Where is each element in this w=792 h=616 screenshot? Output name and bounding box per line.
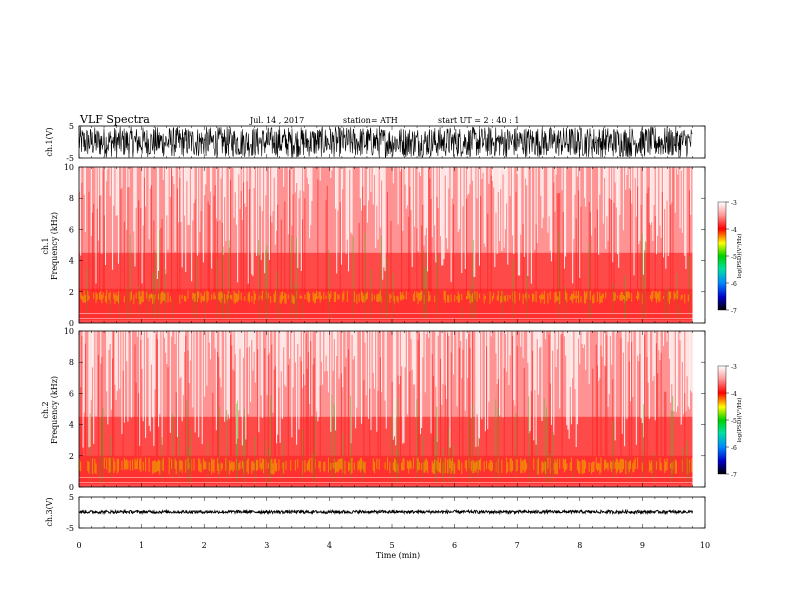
x-tick-label: 1 — [139, 541, 144, 550]
ch2-spectrogram-panel: 0 2 4 6 8 10 — [64, 327, 706, 492]
ch1-waveform-ytick-label: 5 — [69, 122, 74, 131]
ch1-waveform-ylabel: ch.1(V) — [45, 127, 54, 156]
ch2-spectrogram-ytick-label: 10 — [64, 327, 74, 336]
x-tick-label: 8 — [577, 541, 582, 550]
ch2-spectrogram-colorbar-tick-label: -3 — [731, 364, 737, 371]
ch2-spectrogram-ytick-label: 8 — [69, 358, 74, 367]
ch3-waveform-ytick-label: -5 — [66, 524, 74, 533]
x-tick-label: 10 — [700, 541, 710, 550]
ch1-spectrogram-colorbar-gradient — [717, 201, 727, 311]
ch1-spectrogram-colorbar-tick-label: -7 — [731, 308, 737, 315]
ch3-waveform-trace — [78, 508, 693, 516]
ch2-colorbar: -3 -4 -5 -6 -7 log(PSD)(V²/Hz) — [717, 364, 743, 479]
ch2-spectrogram-ytick-label: 0 — [69, 483, 74, 492]
ch2-spectrogram-ytick-label: 4 — [69, 421, 74, 430]
ch2-spectrogram-colorbar-tick-label: -7 — [731, 472, 737, 479]
ch2-spectrogram-colorbar-tick-label: -4 — [731, 391, 737, 398]
x-tick-label: 3 — [264, 541, 269, 550]
ch1-spectrogram-colorbar-label: log(PSD)(V²/Hz) — [736, 234, 743, 279]
x-tick-label: 6 — [452, 541, 457, 550]
date-label: Jul. 14 , 2017 — [249, 116, 304, 125]
ch1-spectrogram-ytick-label: 2 — [69, 288, 74, 297]
x-tick-label: 4 — [327, 541, 332, 550]
ch2-spectrogram-red-streaks — [80, 331, 686, 456]
station-label: station= ATH — [343, 116, 398, 125]
ch1-spectrogram-yellow-band — [80, 290, 689, 305]
ch1-spec-ylabel-line2: Frequency (kHz) — [50, 212, 59, 280]
x-tick-label: 5 — [389, 541, 394, 550]
x-tick-label: 0 — [76, 541, 81, 550]
ch2-spectrogram-ytick-label: 2 — [69, 452, 74, 461]
ch2-spectrogram-colorbar-tick-label: -5 — [731, 418, 737, 425]
ch2-spectrogram-low-band — [79, 455, 693, 484]
x-tick-label: 9 — [640, 541, 645, 550]
ch1-spectrogram-colorbar-tick-label: -5 — [731, 254, 737, 261]
ch2-spectrogram-ytick-label: 6 — [69, 389, 74, 398]
ch3-waveform-panel: 5 -5 — [66, 493, 706, 533]
time-axis: 0 1 2 3 4 5 6 7 8 9 10 — [76, 541, 710, 550]
ch2-spectrogram-colorbar-gradient — [717, 365, 727, 475]
ch1-spectrogram-ytick-label: 0 — [69, 319, 74, 328]
ch1-spectrogram-ytick-label: 10 — [64, 163, 74, 172]
ch2-spec-ylabel-line1: ch.2 — [41, 401, 50, 418]
ch1-spectrogram-white-streaks — [79, 167, 692, 284]
ch1-waveform-trace — [78, 125, 693, 158]
ch3-waveform-ytick-label: 5 — [69, 493, 74, 502]
ch1-spectrogram-ytick-label: 8 — [69, 194, 74, 203]
x-tick-label: 2 — [202, 541, 207, 550]
ch1-spectrogram-colorbar-tick-label: -6 — [731, 281, 737, 288]
ch1-spectrogram-panel: 0 2 4 6 8 10 — [64, 163, 706, 328]
x-axis-label: Time (min) — [376, 551, 420, 560]
ch2-spec-ylabel-line2: Frequency (kHz) — [50, 376, 59, 444]
ch2-spectrogram-colorbar-tick-label: -6 — [731, 445, 737, 452]
ch3-waveform-ylabel: ch.3(V) — [45, 497, 54, 526]
ch2-spectrogram-colorbar-label: log(PSD)(V²/Hz) — [736, 398, 743, 443]
ch1-spectrogram-low-band — [79, 288, 693, 320]
ch1-spectrogram-ytick-label: 4 — [69, 257, 74, 266]
ch1-spectrogram-colorbar-tick-label: -3 — [731, 200, 737, 207]
start-time-label: start UT = 2 : 40 : 1 — [438, 116, 519, 125]
ch1-spectrogram-colorbar-tick-label: -4 — [731, 227, 737, 234]
ch1-spectrogram-ytick-label: 6 — [69, 225, 74, 234]
ch1-waveform-panel: 5 -5 — [66, 122, 706, 163]
ch1-spec-ylabel-line1: ch.1 — [41, 237, 50, 254]
figure-title: VLF Spectra — [79, 113, 150, 126]
ch2-spectrogram-white-streaks — [82, 331, 693, 448]
x-tick-label: 7 — [515, 541, 520, 550]
ch1-waveform-ytick-label: -5 — [66, 154, 74, 163]
ch1-colorbar: -3 -4 -5 -6 -7 log(PSD)(V²/Hz) — [717, 200, 743, 315]
